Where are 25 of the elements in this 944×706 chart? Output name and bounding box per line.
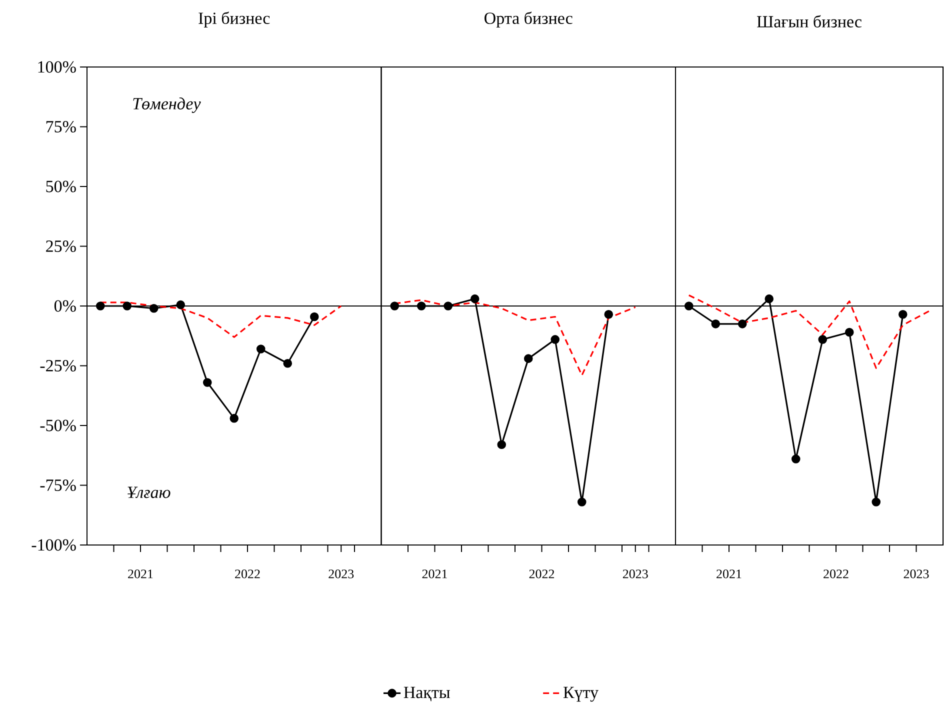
y-tick-label: -25% (40, 360, 76, 372)
chart-title: Ірі бизнес (198, 12, 270, 28)
x-tick-label: 2022 (824, 570, 848, 578)
y-tick-label: 100% (38, 61, 76, 73)
annotation: Төмендеу (133, 98, 201, 113)
y-tick-label: -75% (40, 479, 76, 492)
chart-title: Орта бизнес (484, 12, 572, 28)
x-tick-label: 2023 (328, 570, 354, 578)
legend-label: Нақты (404, 686, 450, 702)
x-tick-label: 2021 (422, 570, 447, 578)
y-tick-label: 0% (54, 300, 76, 312)
y-tick-label: 25% (46, 240, 76, 252)
y-tick-label: 75% (46, 120, 76, 133)
x-tick-label: 2023 (622, 570, 648, 578)
y-tick-label: 50% (46, 180, 76, 192)
x-tick-label: 2021 (716, 570, 742, 578)
annotation: Ұлғаю (128, 486, 170, 498)
x-tick-label: 2021 (128, 570, 153, 578)
x-tick-label: 2022 (529, 570, 554, 578)
legend-label: Күту (563, 686, 598, 702)
x-tick-label: 2022 (235, 570, 260, 578)
y-tick-label: -100% (32, 539, 76, 551)
chart-title: Шағын бизнес (756, 15, 862, 28)
x-tick-label: 2023 (904, 570, 929, 578)
y-tick-label: -50% (40, 420, 76, 432)
